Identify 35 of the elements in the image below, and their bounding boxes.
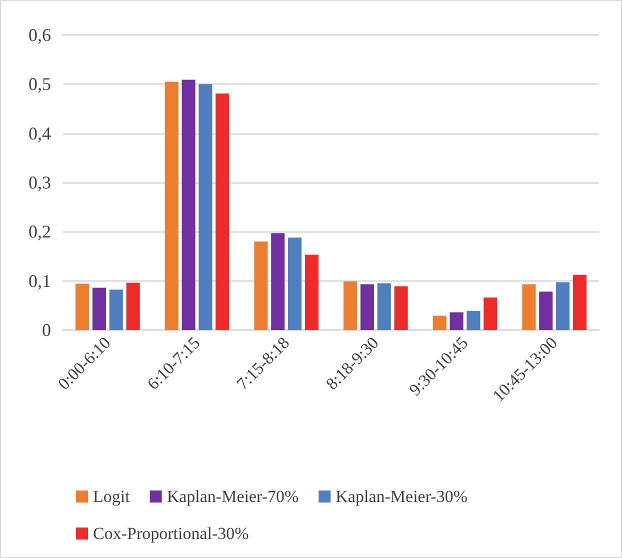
bar bbox=[522, 284, 536, 330]
bar bbox=[198, 84, 212, 330]
bar bbox=[539, 292, 553, 330]
bar bbox=[288, 238, 302, 330]
bar bbox=[466, 310, 480, 330]
y-tick-label: 0 bbox=[42, 320, 51, 340]
bar bbox=[254, 242, 268, 330]
bar bbox=[109, 290, 123, 330]
bar bbox=[572, 274, 586, 330]
bar bbox=[182, 80, 196, 330]
bar bbox=[344, 281, 358, 330]
bar bbox=[126, 282, 140, 330]
bar bbox=[216, 94, 230, 330]
bar bbox=[164, 82, 178, 330]
bar bbox=[484, 298, 498, 330]
bar bbox=[360, 284, 374, 330]
bar bbox=[92, 288, 106, 330]
bar bbox=[394, 286, 408, 330]
bar bbox=[450, 312, 464, 330]
legend-label: Logit bbox=[93, 487, 130, 506]
bar bbox=[556, 282, 570, 330]
y-tick-label: 0,2 bbox=[28, 222, 51, 242]
y-tick-label: 0,1 bbox=[28, 270, 51, 291]
y-tick-label: 0,6 bbox=[28, 25, 51, 45]
bar bbox=[271, 233, 285, 330]
bar bbox=[377, 283, 391, 330]
y-tick-label: 0,5 bbox=[28, 74, 51, 94]
legend-label: Cox-Proportional-30% bbox=[93, 524, 249, 543]
bar bbox=[76, 284, 90, 330]
y-tick-label: 0,4 bbox=[28, 123, 51, 144]
legend-label: Kaplan-Meier-30% bbox=[336, 487, 468, 506]
bar bbox=[432, 316, 446, 330]
legend-label: Kaplan-Meier-70% bbox=[166, 487, 299, 506]
y-tick-label: 0,3 bbox=[28, 172, 51, 192]
bar bbox=[304, 254, 318, 330]
